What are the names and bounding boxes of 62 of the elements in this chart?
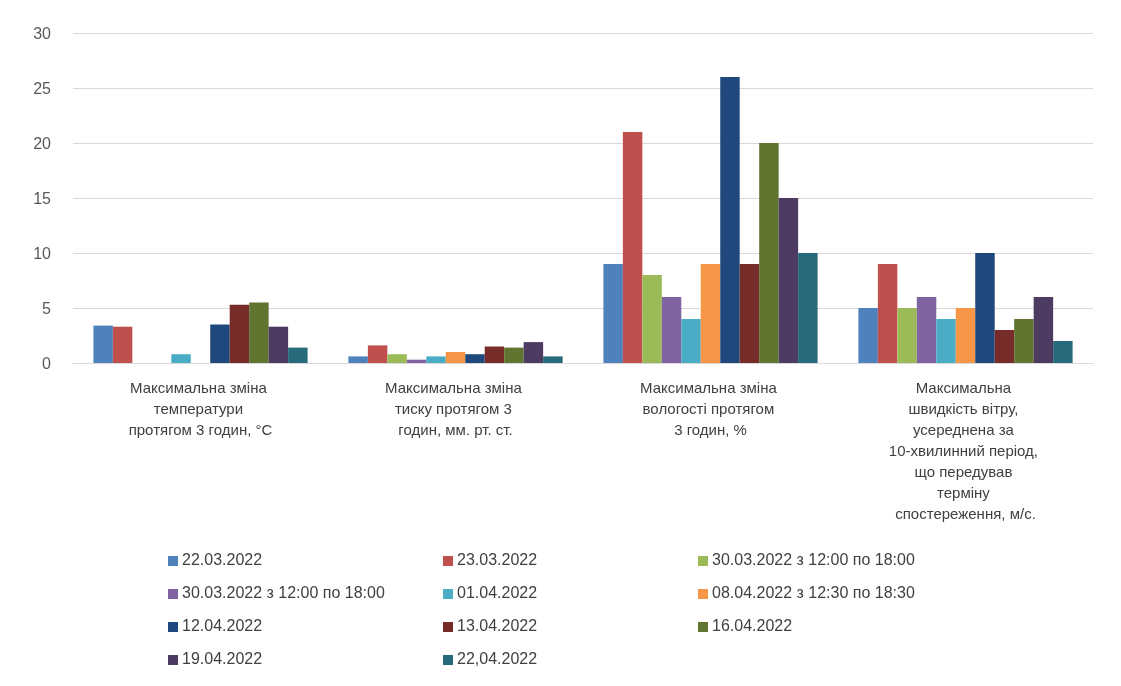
bar bbox=[897, 308, 917, 363]
legend-label: 01.04.2022 bbox=[457, 583, 538, 601]
x-tick-label: Максимальна швидкість вітру, усереднена за 10-хвилинний період, що передував терміну спостереження, м/с. bbox=[888, 379, 1043, 522]
bar bbox=[93, 325, 113, 363]
bar bbox=[504, 347, 524, 363]
y-tick-label: 10 bbox=[33, 244, 52, 262]
bar bbox=[759, 143, 779, 363]
bar bbox=[523, 342, 544, 363]
bar bbox=[1053, 341, 1073, 363]
bar bbox=[426, 356, 446, 363]
legend-label: 23.03.2022 bbox=[457, 550, 538, 568]
bar bbox=[268, 326, 289, 363]
bar bbox=[877, 264, 898, 363]
bar bbox=[171, 354, 191, 363]
bar bbox=[348, 356, 368, 363]
bar bbox=[210, 324, 230, 363]
bar bbox=[1014, 319, 1034, 363]
x-tick-label: Максимальна зміна тиску протягом 3 годин, мм. рт. ст. bbox=[385, 379, 526, 438]
legend-label: 16.04.2022 bbox=[712, 616, 793, 634]
bar bbox=[445, 352, 466, 363]
bar bbox=[975, 253, 995, 363]
bar bbox=[465, 354, 485, 363]
bar bbox=[642, 275, 662, 363]
legend-label: 12.04.2022 bbox=[182, 616, 263, 634]
bar bbox=[367, 345, 388, 363]
legend-label: 08.04.2022 з 12:30 по 18:30 bbox=[712, 583, 915, 601]
bar bbox=[739, 264, 760, 363]
bar bbox=[916, 297, 937, 363]
bar bbox=[112, 326, 133, 363]
y-tick-label: 15 bbox=[33, 189, 52, 207]
legend-label: 19.04.2022 bbox=[182, 649, 263, 667]
bar bbox=[778, 198, 799, 363]
y-tick-label: 5 bbox=[42, 299, 52, 317]
bar bbox=[858, 308, 878, 363]
x-tick-label: Максимальна зміна температури протягом 3 годин, °С bbox=[128, 379, 273, 438]
bar bbox=[603, 264, 623, 363]
y-tick-label: 0 bbox=[42, 354, 52, 372]
legend-label: 30.03.2022 з 12:00 по 18:00 bbox=[712, 550, 915, 568]
bar bbox=[798, 253, 818, 363]
bar bbox=[681, 319, 701, 363]
bar bbox=[249, 302, 269, 363]
bar bbox=[484, 346, 505, 363]
bar bbox=[543, 356, 563, 363]
x-tick-label: Максимальна зміна вологості протягом 3 годин, % bbox=[640, 379, 781, 438]
bar bbox=[720, 77, 740, 363]
y-tick-label: 25 bbox=[33, 79, 52, 97]
y-tick-label: 30 bbox=[33, 24, 52, 42]
bar bbox=[1033, 297, 1054, 363]
legend-label: 13.04.2022 bbox=[457, 616, 538, 634]
bar bbox=[994, 330, 1015, 363]
legend-label: 22,04.2022 bbox=[457, 649, 538, 667]
bar bbox=[622, 132, 643, 363]
bar bbox=[229, 304, 250, 363]
bar bbox=[387, 354, 407, 363]
bar bbox=[700, 264, 721, 363]
bar bbox=[661, 297, 682, 363]
legend-label: 30.03.2022 з 12:00 по 18:00 bbox=[182, 583, 385, 601]
bar bbox=[288, 347, 308, 363]
bar bbox=[936, 319, 956, 363]
legend-label: 22.03.2022 bbox=[182, 550, 263, 568]
y-tick-label: 20 bbox=[33, 134, 52, 152]
bar bbox=[955, 308, 976, 363]
